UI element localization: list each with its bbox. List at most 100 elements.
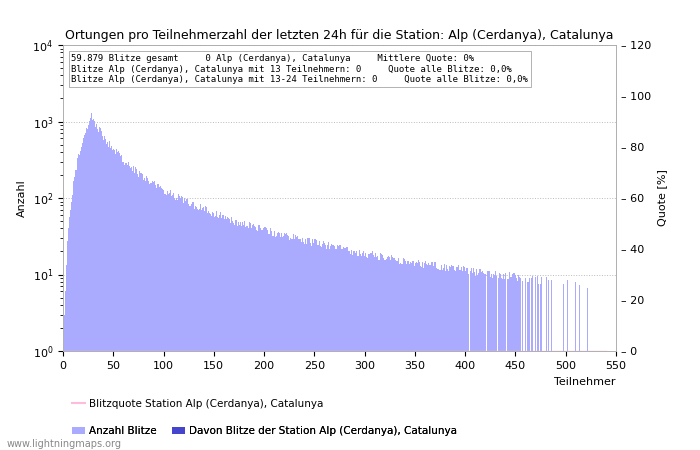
Bar (554, 351, 555, 450)
Bar (151, 184, 152, 450)
Bar (461, 267, 462, 450)
Bar (376, 257, 377, 450)
Bar (186, 199, 187, 450)
Bar (524, 351, 525, 450)
Bar (116, 149, 117, 450)
Bar (193, 202, 194, 450)
Bar (338, 246, 339, 450)
Bar (128, 162, 129, 450)
Bar (251, 225, 253, 450)
Bar (603, 351, 604, 450)
Bar (103, 140, 104, 450)
Bar (188, 204, 189, 450)
Bar (281, 237, 283, 450)
Bar (316, 240, 317, 450)
Bar (293, 234, 294, 450)
Bar (540, 284, 541, 450)
Bar (562, 351, 564, 450)
Bar (389, 257, 391, 450)
Bar (423, 262, 424, 450)
Bar (394, 258, 395, 450)
Bar (426, 264, 428, 450)
Bar (449, 267, 451, 450)
Bar (179, 196, 180, 450)
Bar (169, 193, 170, 450)
Bar (568, 351, 569, 450)
Bar (522, 281, 523, 450)
Bar (181, 196, 182, 450)
Bar (117, 152, 118, 450)
Bar (399, 264, 400, 450)
Bar (165, 194, 166, 450)
Bar (495, 271, 496, 450)
Bar (412, 261, 414, 450)
Bar (154, 181, 155, 450)
Bar (101, 131, 102, 450)
Bar (337, 245, 338, 450)
Bar (143, 180, 144, 450)
Bar (361, 256, 362, 450)
Bar (265, 228, 267, 450)
Bar (310, 243, 311, 450)
Bar (262, 228, 264, 450)
Bar (566, 351, 567, 450)
Bar (302, 238, 303, 450)
Bar (366, 257, 367, 450)
Bar (113, 149, 114, 450)
Bar (87, 129, 88, 450)
Bar (501, 279, 502, 450)
Bar (507, 279, 508, 450)
Bar (159, 187, 160, 450)
Text: www.lightningmaps.org: www.lightningmaps.org (7, 439, 122, 449)
Bar (145, 181, 146, 450)
Bar (83, 135, 85, 450)
Bar (374, 256, 375, 450)
Bar (195, 206, 196, 450)
Bar (354, 251, 355, 450)
Bar (525, 279, 526, 450)
Bar (539, 351, 540, 450)
Bar (256, 231, 258, 450)
Bar (552, 351, 553, 450)
Bar (334, 246, 335, 450)
Bar (476, 269, 477, 450)
Bar (234, 225, 235, 450)
Y-axis label: Anzahl: Anzahl (17, 179, 27, 217)
Bar (206, 207, 207, 450)
Bar (492, 278, 493, 450)
Bar (370, 253, 371, 450)
Bar (248, 222, 249, 450)
Bar (207, 213, 209, 450)
Bar (516, 278, 517, 450)
Bar (567, 279, 568, 450)
Bar (565, 351, 566, 450)
Bar (528, 282, 529, 450)
Bar (306, 243, 307, 450)
Bar (533, 351, 534, 450)
Bar (135, 166, 136, 450)
Bar (258, 225, 260, 450)
Bar (527, 282, 528, 450)
Bar (272, 236, 274, 450)
Legend: Blitzquote Station Alp (Cerdanya), Catalunya: Blitzquote Station Alp (Cerdanya), Catal… (68, 395, 328, 413)
Bar (127, 166, 128, 450)
Bar (372, 251, 373, 450)
Bar (580, 351, 581, 450)
Bar (284, 234, 285, 450)
Bar (124, 165, 125, 450)
Bar (148, 181, 149, 450)
Bar (253, 226, 255, 450)
Bar (191, 204, 193, 450)
Bar (318, 245, 319, 450)
Bar (452, 266, 453, 450)
Bar (453, 266, 454, 450)
Bar (601, 351, 603, 450)
Bar (359, 250, 360, 450)
Bar (506, 351, 507, 450)
Bar (534, 351, 535, 450)
Bar (442, 268, 444, 450)
Bar (212, 212, 214, 450)
Bar (368, 254, 369, 450)
Bar (558, 351, 559, 450)
Bar (407, 261, 408, 450)
